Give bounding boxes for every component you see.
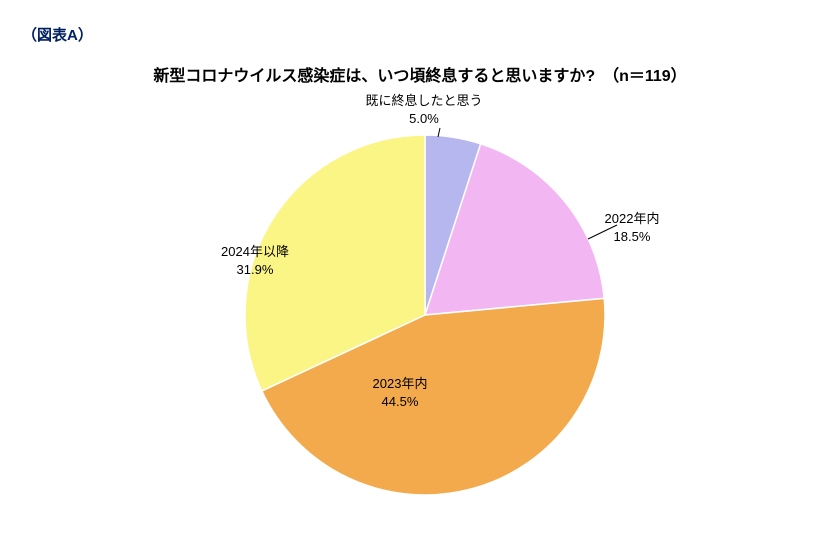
pie-svg — [0, 0, 840, 541]
slice-name: 2024年以降 — [221, 244, 289, 259]
slice-label: 2023年内 44.5% — [373, 375, 428, 410]
slice-percent: 18.5% — [614, 229, 651, 244]
slice-percent: 31.9% — [237, 262, 274, 277]
slice-name: 2022年内 — [605, 211, 660, 226]
slice-percent: 5.0% — [409, 111, 439, 126]
slice-name: 既に終息したと思う — [365, 93, 482, 108]
slice-name: 2023年内 — [373, 376, 428, 391]
slice-percent: 44.5% — [382, 394, 419, 409]
slice-label: 2024年以降 31.9% — [221, 243, 289, 278]
slice-label: 2022年内 18.5% — [605, 210, 660, 245]
pie-chart: 既に終息したと思う 5.0% 2022年内 18.5% 2023年内 44.5% 2024年… — [0, 0, 840, 541]
slice-label: 既に終息したと思う 5.0% — [365, 92, 482, 127]
